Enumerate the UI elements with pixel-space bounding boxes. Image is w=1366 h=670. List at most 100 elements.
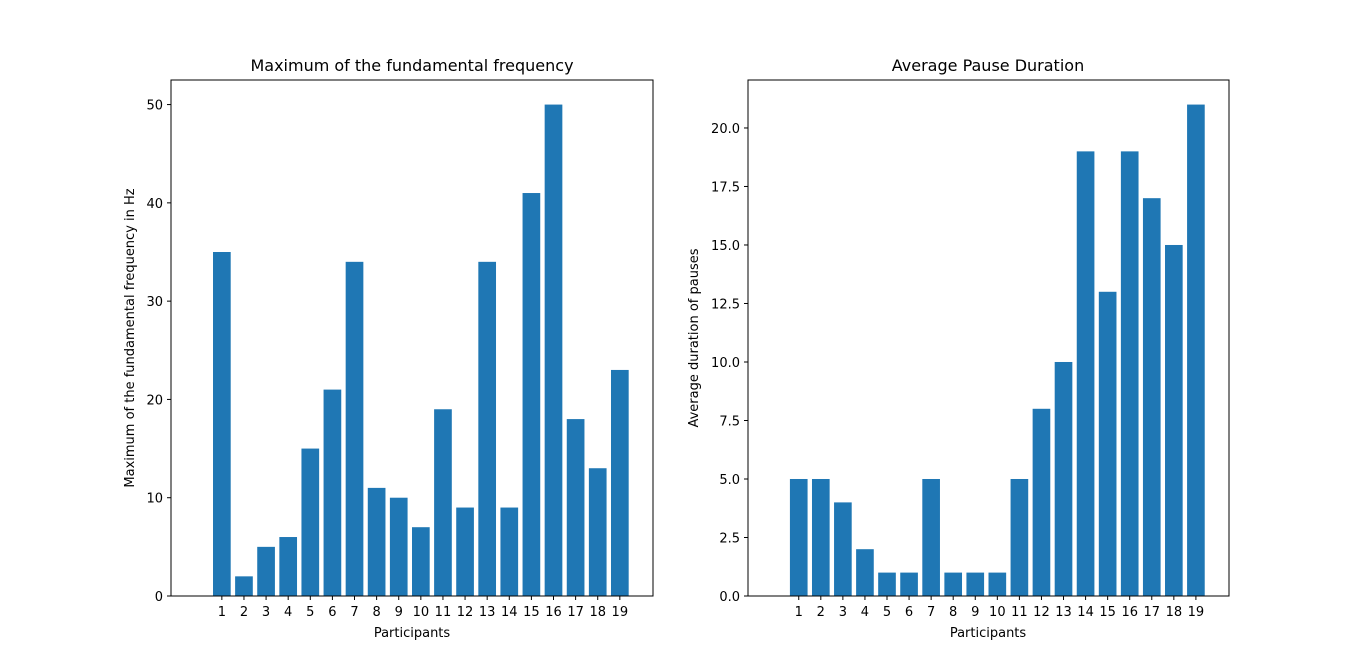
y-tick-label: 40 [146,197,163,212]
y-tick-label: 5.0 [719,473,740,488]
x-tick-label: 9 [395,605,403,620]
x-tick-label: 6 [328,605,336,620]
bar-participant-5 [878,572,896,596]
y-tick-label: 17.5 [711,180,740,195]
x-tick-label: 4 [284,605,292,620]
y-ticks: 0.0 2.5 5.0 7.5 10.0 12.5 15.0 17.5 20.0 [711,122,748,605]
bar-participant-18 [588,468,607,596]
bar-participant-7 [922,478,940,596]
x-tick-label: 2 [817,605,825,620]
x-tick-label: 14 [501,605,518,620]
y-ticks: 0 10 20 30 40 50 [146,99,171,605]
bar-participant-14 [1076,151,1095,596]
x-tick-label: 16 [1121,605,1138,620]
x-tick-label: 7 [350,605,358,620]
x-tick-label: 5 [306,605,314,620]
x-axis-label: Participants [950,626,1027,641]
bar-participant-2 [235,576,253,596]
bar-participant-16 [1120,151,1139,596]
x-tick-label: 13 [479,605,496,620]
bar-participant-10 [988,572,1007,596]
x-tick-label: 6 [905,605,913,620]
chart-title: Average Pause Duration [892,56,1084,75]
x-tick-label: 8 [372,605,380,620]
x-axis-label: Participants [374,626,451,641]
x-tick-label: 5 [883,605,891,620]
bar-participant-11 [1010,478,1029,596]
x-tick-label: 12 [457,605,474,620]
y-tick-label: 0 [155,590,163,605]
bar-participant-9 [966,572,985,596]
x-tick-label: 14 [1077,605,1094,620]
x-tick-label: 1 [795,605,803,620]
bar-participant-8 [944,572,963,596]
bars-group [789,104,1205,597]
bar-participant-13 [478,261,497,596]
bar-participant-14 [500,507,519,596]
x-tick-label: 3 [839,605,847,620]
x-ticks: 1 2 3 4 5 6 7 8 9 10 11 12 13 14 15 16 17 18 19 [795,596,1205,620]
bar-participant-3 [834,502,852,596]
bar-participant-9 [389,497,408,596]
y-tick-label: 10.0 [711,356,740,371]
y-tick-label: 0.0 [719,590,740,605]
bar-participant-19 [610,369,629,596]
x-tick-label: 16 [545,605,562,620]
bar-participant-13 [1054,361,1073,596]
chart-maximum-fundamental-frequency: 1 2 3 4 5 6 7 8 9 10 11 12 13 14 15 16 17 18 19 0102030405… [123,56,654,641]
x-tick-label: 15 [523,605,540,620]
x-tick-label: 18 [1166,605,1183,620]
bar-participant-11 [434,409,452,596]
axes-frame [170,79,654,597]
x-ticks: 1 2 3 4 5 6 7 8 9 10 11 12 13 14 15 16 17 18 19 [218,596,628,620]
bar-participant-3 [257,546,275,596]
x-tick-label: 15 [1099,605,1116,620]
x-tick-label: 17 [567,605,584,620]
x-tick-label: 11 [1011,605,1028,620]
y-tick-label: 30 [146,295,163,310]
chart-average-pause-duration: 1 2 3 4 5 6 7 8 9 10 11 12 13 14 15 16 17 18 19 0.02.55.07… [687,56,1230,641]
bar-participant-8 [367,487,386,596]
bar-participant-10 [412,527,430,596]
y-tick-label: 20 [146,393,163,408]
bar-participant-4 [279,537,298,596]
x-tick-label: 19 [1188,605,1205,620]
x-tick-label: 2 [240,605,248,620]
x-tick-label: 8 [949,605,957,620]
bar-participant-1 [789,478,808,596]
x-tick-label: 12 [1033,605,1050,620]
x-tick-label: 10 [989,605,1006,620]
bar-participant-15 [522,193,541,596]
x-tick-label: 13 [1055,605,1072,620]
bar-participant-5 [301,448,320,596]
y-tick-label: 50 [146,99,163,114]
x-tick-label: 10 [413,605,430,620]
bars-group [213,104,629,597]
bar-participant-6 [900,572,918,596]
y-tick-label: 12.5 [711,297,740,312]
x-tick-label: 3 [262,605,270,620]
x-tick-label: 4 [861,605,869,620]
bar-participant-15 [1098,291,1117,596]
bar-participant-17 [566,419,585,596]
bar-participant-19 [1187,104,1205,597]
bar-participant-18 [1165,244,1183,596]
bar-participant-2 [811,478,830,596]
y-tick-label: 7.5 [719,414,740,429]
x-tick-label: 17 [1144,605,1161,620]
y-axis-label: Maximum of the fundamental frequency in … [123,188,138,487]
y-axis-label: Average duration of pauses [687,248,702,427]
bar-participant-12 [1032,408,1051,596]
chart-title: Maximum of the fundamental frequency [250,56,573,75]
x-tick-label: 11 [435,605,452,620]
x-tick-label: 18 [589,605,606,620]
y-tick-label: 20.0 [711,122,740,137]
bar-participant-4 [856,549,874,596]
axes-frame [747,79,1230,597]
bar-participant-7 [345,261,364,596]
bar-participant-17 [1142,198,1161,596]
x-tick-label: 19 [612,605,629,620]
x-tick-label: 9 [971,605,979,620]
bar-participant-1 [213,252,231,596]
